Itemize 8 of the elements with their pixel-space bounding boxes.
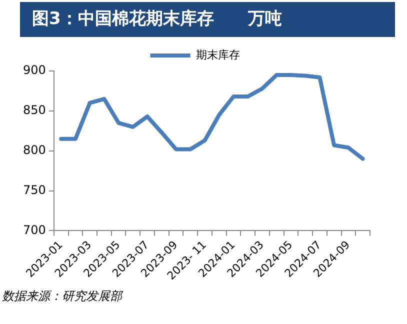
chart-title: 图3：中国棉花期末库存 万吨 xyxy=(20,2,395,37)
y-tick-label: 800 xyxy=(23,142,46,157)
y-tick-label: 750 xyxy=(23,182,46,197)
y-tick-label: 700 xyxy=(23,222,46,237)
y-tick-label: 850 xyxy=(23,103,46,118)
y-tick-label: 900 xyxy=(23,63,46,78)
source-note: 数据来源：研究发展部 xyxy=(2,288,122,305)
legend-label: 期末库存 xyxy=(196,48,240,62)
